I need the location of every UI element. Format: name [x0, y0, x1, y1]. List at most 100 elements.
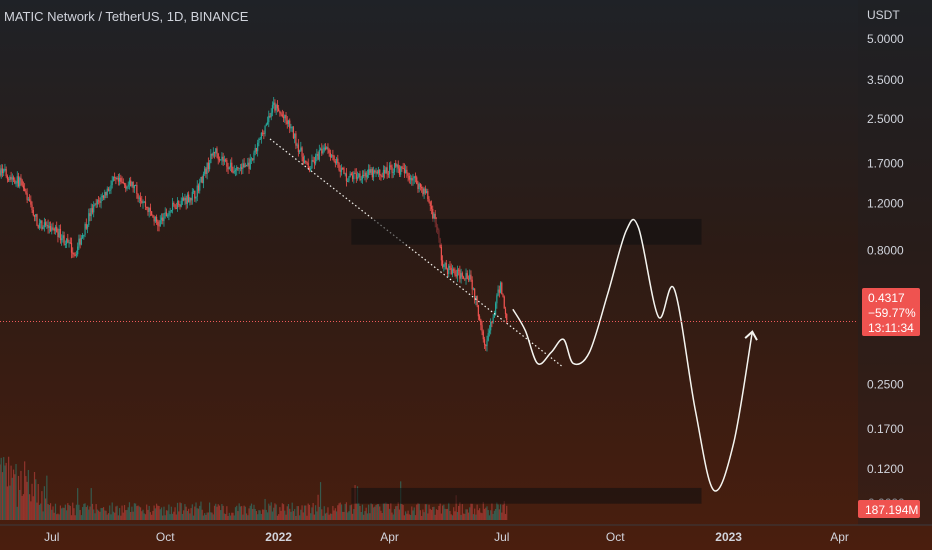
candle-body — [499, 282, 502, 293]
candle-body — [249, 158, 251, 169]
candle-body — [474, 288, 476, 300]
volume-bar — [41, 491, 43, 520]
volume-bar — [249, 505, 251, 520]
volume-bar — [289, 508, 291, 520]
volume-bar — [483, 508, 486, 520]
volume-bar — [105, 510, 107, 520]
candle-body — [483, 339, 486, 345]
candle-body — [382, 169, 385, 178]
candle-body — [408, 175, 410, 180]
volume-bar — [319, 482, 322, 520]
candle-body — [421, 186, 423, 189]
candle-body — [185, 197, 187, 204]
volume-bar — [4, 465, 6, 520]
volume-bar — [485, 507, 487, 520]
candle-body — [139, 197, 142, 201]
volume-bar — [391, 512, 393, 520]
volume-bar — [490, 510, 492, 520]
volume-bar — [396, 505, 398, 520]
time-tick-label: Apr — [380, 530, 399, 544]
volume-bar — [107, 513, 110, 520]
candle-body — [472, 288, 475, 290]
candle-body — [157, 221, 159, 226]
time-axis-labels[interactable]: Jul Oct 2022 Apr Jul Oct 2023 Apr — [44, 530, 849, 544]
candle-body — [396, 164, 398, 167]
candle-body — [379, 169, 381, 175]
candle-body — [333, 155, 335, 162]
volume-bar — [445, 509, 447, 520]
projection-curve[interactable] — [512, 218, 758, 492]
volume-bar — [438, 505, 440, 520]
candle-body — [74, 254, 76, 256]
candle-body — [427, 191, 429, 200]
volume-bar — [432, 507, 434, 520]
candle-body — [229, 162, 232, 168]
volume-bar — [179, 502, 181, 520]
price-tick-label: 0.8000 — [867, 243, 904, 257]
candle-body — [344, 173, 346, 175]
candle-body — [59, 228, 62, 241]
candle-body — [52, 227, 54, 229]
volume-bar — [9, 485, 11, 520]
candle-body — [418, 183, 420, 190]
candle-body — [16, 176, 18, 184]
candle-body — [68, 242, 70, 244]
volume-bar — [313, 514, 315, 520]
candle-body — [49, 225, 52, 232]
candle-body — [123, 182, 126, 185]
candle-body — [165, 212, 168, 217]
volume-bar — [43, 486, 45, 520]
zone-rectangle[interactable] — [351, 218, 702, 245]
candle-body — [406, 169, 408, 174]
candle-body — [430, 206, 433, 209]
zone-rectangle[interactable] — [351, 487, 702, 504]
volume-bar — [135, 503, 137, 520]
volume-bar — [329, 513, 332, 520]
volume-bar — [22, 494, 25, 520]
volume-bar — [359, 505, 361, 520]
candle-body — [316, 153, 318, 156]
candle-body — [206, 162, 208, 174]
volume-bar — [371, 504, 373, 520]
candle-body — [265, 123, 267, 126]
candle-body — [370, 169, 372, 173]
volume-bar — [312, 503, 314, 520]
volume-bar — [6, 486, 8, 520]
candle-body — [11, 177, 13, 180]
volume-bar — [169, 514, 171, 520]
candle-body — [287, 120, 290, 124]
candle-body — [253, 152, 255, 160]
volume-bar — [143, 513, 145, 520]
volume-bar — [136, 506, 138, 520]
volume-bar — [0, 464, 1, 520]
volume-bar — [180, 503, 182, 520]
volume-bar — [53, 512, 55, 520]
candle-body — [17, 176, 20, 187]
candle-body — [228, 167, 230, 170]
candle-body — [94, 203, 96, 205]
volume-bar — [279, 507, 281, 520]
volume-bar — [98, 510, 100, 520]
volume-bar — [401, 503, 403, 520]
volume-bar — [212, 514, 214, 520]
volume-bar — [228, 512, 230, 520]
volume-bar — [458, 505, 460, 520]
candle-body — [432, 208, 434, 219]
candle-body — [259, 138, 261, 140]
volume-bar — [237, 511, 239, 520]
candle-body — [419, 183, 422, 187]
candle-body — [174, 204, 176, 209]
candle-body — [393, 163, 396, 172]
volume-bar — [258, 510, 260, 520]
candle-body — [386, 167, 388, 174]
candle-body — [41, 220, 43, 230]
volume-bar — [334, 508, 336, 520]
candle-body — [0, 168, 2, 176]
volume-bar — [239, 506, 242, 520]
price-scale[interactable] — [858, 0, 932, 525]
candle-body — [40, 220, 42, 224]
candle-body — [169, 211, 171, 213]
volume-bar — [174, 507, 176, 520]
